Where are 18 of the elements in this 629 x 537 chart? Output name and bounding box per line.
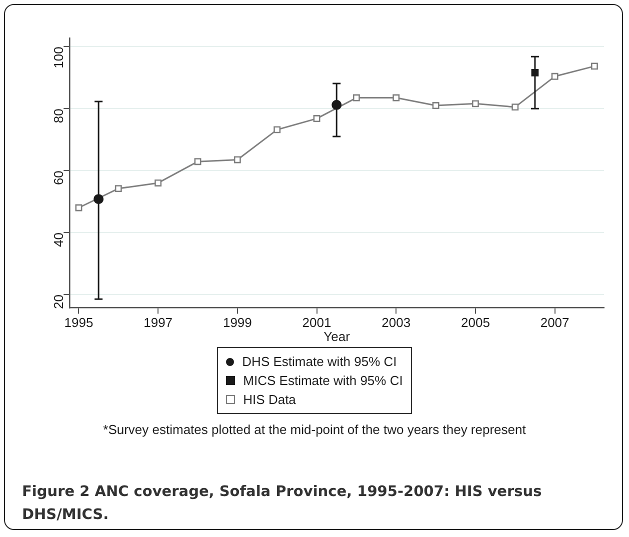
text: Figure 2 ANC coverage, Sofala Province, 1995-2007: HIS versus DHS/MICS. <box>22 483 543 525</box>
x-tick-label: 1997 <box>144 315 173 330</box>
x-tick-label: 2001 <box>302 315 332 330</box>
y-tick-label: 80 <box>51 108 66 124</box>
legend-label: MICS Estimate with 95% CI <box>243 372 403 390</box>
x-tick-label: 2003 <box>382 315 411 330</box>
legend-label: DHS Estimate with 95% CI <box>242 353 397 371</box>
y-tick-label: 100 <box>51 46 66 68</box>
x-tick-label: 2007 <box>540 315 570 330</box>
text: *Survey estimates plotted at the mid-point of the two years they represent <box>102 422 527 437</box>
x-tick-label: 1995 <box>64 315 94 330</box>
x-tick-label: 2005 <box>460 315 490 330</box>
y-tick-label: 20 <box>51 294 66 309</box>
x-axis-title: Year <box>324 328 351 344</box>
x-tick-label: 1999 <box>222 315 252 330</box>
y-tick-label: 40 <box>51 232 66 247</box>
legend-label: HIS Data <box>243 391 296 409</box>
y-tick-label: 60 <box>51 170 66 186</box>
